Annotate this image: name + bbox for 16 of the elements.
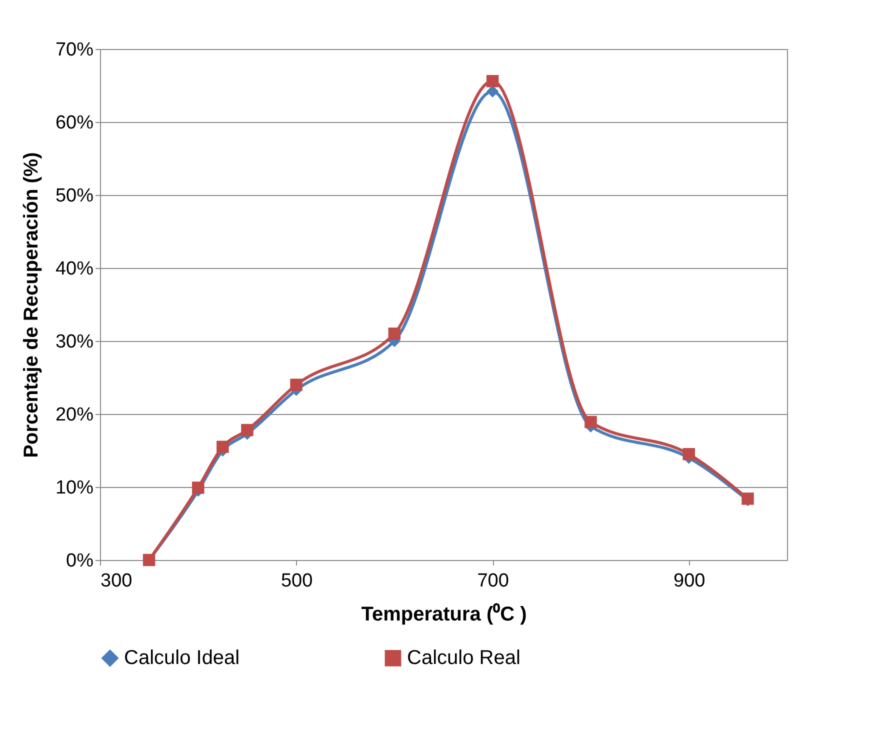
x-tick-label: 500: [280, 570, 313, 592]
y-tick-label: 20%: [55, 404, 94, 426]
y-tick-label: 50%: [55, 186, 94, 206]
legend-label: Calculo Real: [407, 647, 520, 670]
legend-label: Calculo Ideal: [124, 647, 240, 670]
x-tick-label: 900: [674, 570, 706, 592]
y-tick-label: 10%: [55, 478, 94, 498]
y-tick-label: 70%: [55, 40, 94, 60]
x-axis-title: Temperatura (⁰C ): [361, 602, 527, 626]
y-axis-title: Porcentaje de Recuperación (%): [20, 152, 42, 458]
y-tick-label: 60%: [55, 112, 94, 134]
x-tick-label: 300: [100, 570, 132, 592]
x-tick-label: 700: [477, 570, 509, 592]
y-tick-label: 40%: [55, 258, 94, 280]
y-tick-label: 0%: [66, 550, 94, 572]
y-tick-label: 30%: [55, 332, 94, 352]
